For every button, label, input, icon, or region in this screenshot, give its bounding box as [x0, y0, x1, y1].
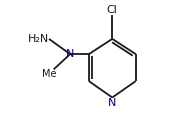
Text: H₂N: H₂N: [28, 34, 49, 44]
Text: Cl: Cl: [107, 5, 118, 15]
Text: N: N: [66, 49, 74, 59]
Text: Me: Me: [42, 69, 56, 79]
Text: N: N: [108, 98, 116, 108]
